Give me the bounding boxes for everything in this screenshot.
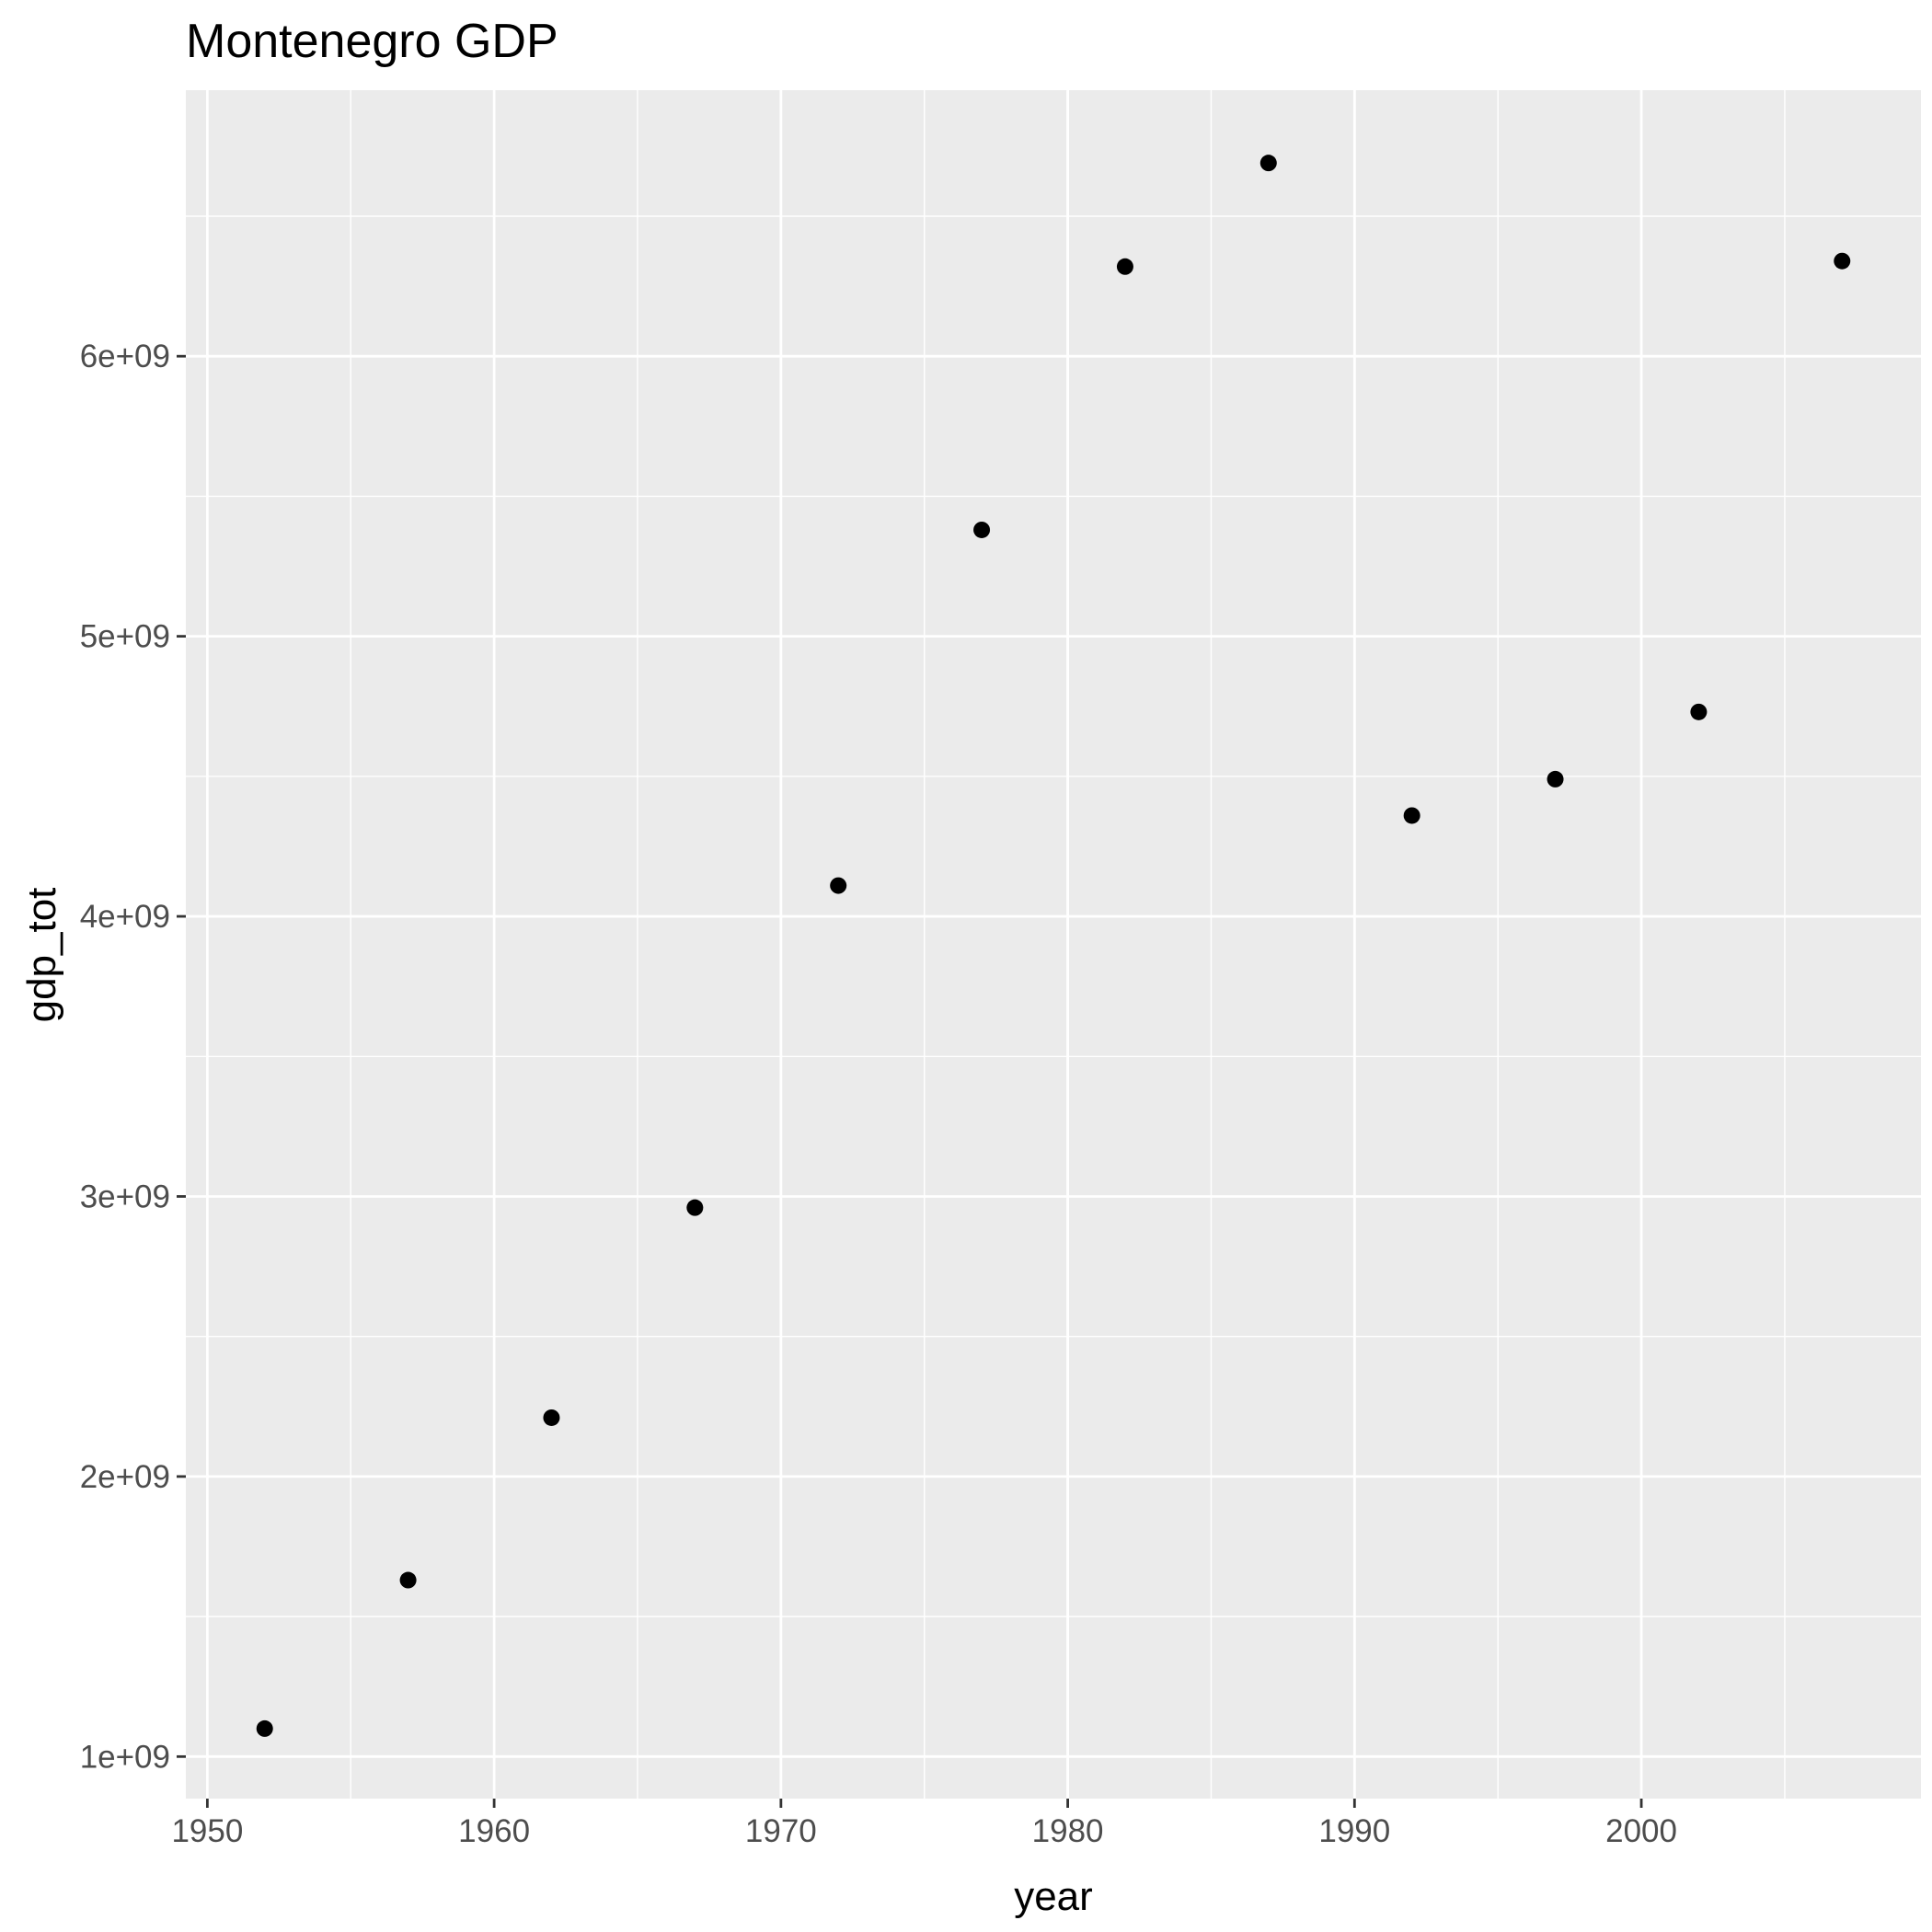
- x-axis-title: year: [1014, 1874, 1093, 1919]
- chart-title: Montenegro GDP: [186, 15, 558, 68]
- data-point: [1403, 807, 1420, 824]
- x-tick-label: 1990: [1318, 1813, 1390, 1849]
- x-tick-label: 1970: [745, 1813, 817, 1849]
- data-point: [1834, 252, 1851, 270]
- y-tick-label: 6e+09: [80, 339, 170, 374]
- data-points: [256, 155, 1851, 1737]
- x-tick-label: 2000: [1605, 1813, 1677, 1849]
- y-axis-title: gdp_tot: [19, 888, 64, 1023]
- y-tick-label: 3e+09: [80, 1179, 170, 1214]
- data-point: [830, 877, 847, 894]
- data-point: [1690, 703, 1708, 720]
- tick-labels: 1950 1960 1970 1980 1990 2000 1e+09 2e+09 3e+09 4…: [80, 339, 1677, 1849]
- y-tick-label: 1e+09: [80, 1739, 170, 1775]
- plot-panel: [186, 90, 1921, 1799]
- y-tick-label: 5e+09: [80, 619, 170, 655]
- x-tick-label: 1980: [1032, 1813, 1104, 1849]
- data-point: [1259, 155, 1277, 172]
- data-point: [973, 521, 991, 538]
- data-point: [256, 1719, 273, 1737]
- y-tick-label: 4e+09: [80, 899, 170, 935]
- data-point: [1116, 258, 1133, 275]
- data-point: [543, 1409, 560, 1426]
- y-tick-label: 2e+09: [80, 1459, 170, 1495]
- minor-grid: [186, 90, 1921, 1799]
- data-point: [399, 1571, 417, 1589]
- x-tick-label: 1950: [171, 1813, 243, 1849]
- data-point: [686, 1199, 704, 1216]
- x-tick-label: 1960: [458, 1813, 530, 1849]
- major-grid: [186, 90, 1921, 1799]
- axis-ticks: [177, 354, 1643, 1808]
- data-point: [1547, 770, 1564, 788]
